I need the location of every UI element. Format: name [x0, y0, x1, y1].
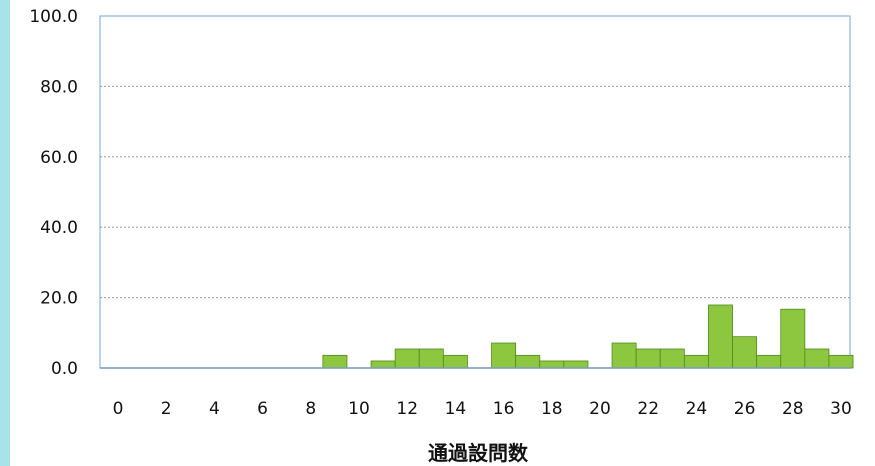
bar-14 [442, 354, 468, 369]
x-tick-label: 20 [589, 399, 611, 419]
y-tick-label: 0.0 [51, 359, 78, 379]
x-tick-label: 0 [113, 399, 124, 419]
bar-29 [804, 348, 830, 369]
bar-13 [418, 348, 444, 369]
bar-26 [732, 336, 758, 369]
bar-16 [491, 342, 517, 369]
bar-28 [780, 308, 806, 369]
x-tick-label: 10 [348, 399, 370, 419]
x-tick-label: 18 [541, 399, 563, 419]
y-tick-label: 40.0 [40, 218, 78, 238]
x-tick-label: 30 [830, 399, 852, 419]
y-tick-label: 20.0 [40, 289, 78, 309]
left-edge-strip [0, 0, 10, 466]
bar-27 [756, 354, 782, 369]
plot-area [99, 15, 851, 369]
x-tick-label: 24 [686, 399, 708, 419]
x-tick-label: 26 [734, 399, 756, 419]
bar-11 [370, 360, 396, 369]
bar-layer [322, 304, 854, 369]
bar-22 [635, 348, 661, 369]
bar-25 [708, 304, 733, 369]
x-tick-label: 22 [637, 399, 659, 419]
x-tick-label: 12 [396, 399, 418, 419]
x-tick-label: 2 [161, 399, 172, 419]
x-axis-tick-labels: 0 2 4 6 8 10 12 14 16 18 20 22 24 26 28 30 [113, 399, 852, 419]
bar-12 [394, 348, 420, 369]
x-tick-label: 8 [305, 399, 316, 419]
x-tick-label: 14 [445, 399, 467, 419]
x-tick-label: 4 [209, 399, 220, 419]
y-tick-label: 60.0 [40, 148, 78, 168]
bar-9 [322, 354, 348, 369]
x-axis-label: 通過設問数 [428, 441, 529, 465]
bar-23 [659, 348, 685, 369]
y-axis-tick-labels: 0.0 20.0 40.0 60.0 80.0 100.0 [29, 7, 78, 379]
bar-21 [611, 342, 637, 369]
bar-18 [539, 360, 565, 369]
grid-layer [100, 85, 850, 299]
x-tick-label: 28 [782, 399, 804, 419]
bar-17 [515, 354, 541, 369]
y-tick-label: 80.0 [40, 77, 78, 97]
x-tick-label: 6 [257, 399, 268, 419]
bar-24 [683, 354, 709, 369]
bar-30 [828, 354, 854, 369]
bar-19 [563, 360, 589, 369]
y-tick-label: 100.0 [29, 7, 78, 27]
x-tick-label: 16 [493, 399, 515, 419]
